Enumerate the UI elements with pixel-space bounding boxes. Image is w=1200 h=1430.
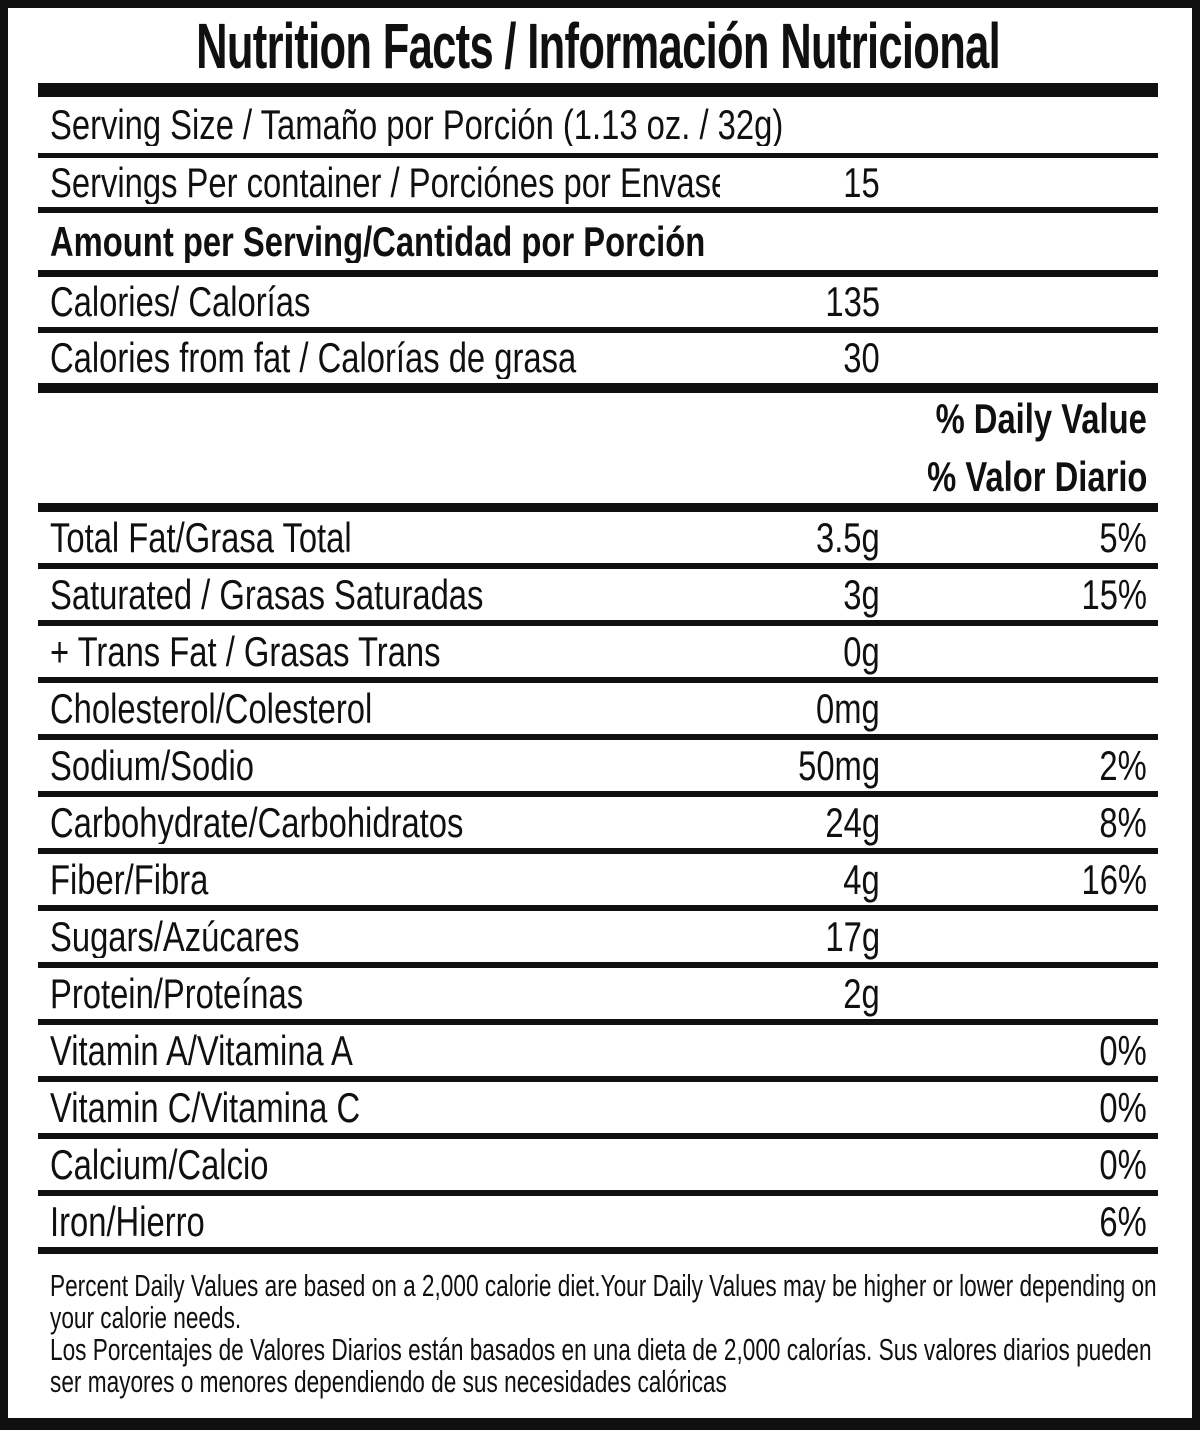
daily-value-header-es: % Valor Diario [926, 453, 1147, 500]
nutrient-label: Sugars/Azúcares [50, 915, 300, 958]
divider [38, 207, 1158, 213]
nutrient-amount: 0mg [816, 684, 880, 732]
calories-from-fat-row: Calories from fat / Calorías de grasa 30 [38, 333, 1158, 383]
divider [38, 563, 1158, 569]
divider [38, 905, 1158, 911]
divider [38, 1190, 1158, 1196]
nutrient-dv: 6% [1099, 1197, 1147, 1245]
nutrient-amount: 50mg [798, 741, 880, 789]
nutrient-row-protein: Protein/Proteínas 2g [38, 968, 1158, 1019]
daily-value-header-en: % Daily Value [935, 395, 1147, 442]
calories-value: 135 [825, 278, 880, 325]
divider [38, 1019, 1158, 1025]
calories-row: Calories/ Calorías 135 [38, 277, 1158, 327]
divider [38, 1076, 1158, 1082]
nutrient-row-total-fat: Total Fat/Grasa Total 3.5g 5% [38, 512, 1158, 563]
section-divider [38, 1247, 1158, 1254]
nutrient-row-vitamin-a: Vitamin A/Vitamina A 0% [38, 1025, 1158, 1076]
daily-value-header: % Daily Value % Valor Diario [38, 393, 1158, 503]
nutrient-label: Saturated / Grasas Saturadas [50, 573, 484, 616]
nutrient-dv: 16% [1081, 855, 1147, 903]
nutrient-amount: 4g [843, 855, 880, 903]
nutrient-amount: 24g [825, 798, 880, 846]
nutrient-label: Calcium/Calcio [50, 1143, 269, 1186]
label-content: Nutrition Facts / Información Nutriciona… [8, 8, 1192, 1418]
nutrient-row-iron: Iron/Hierro 6% [38, 1196, 1158, 1247]
footnote-en: Percent Daily Values are based on a 2,00… [50, 1268, 1157, 1335]
nutrient-row-sugars: Sugars/Azúcares 17g [38, 911, 1158, 962]
footnote-es: Los Porcentajes de Valores Diarios están… [50, 1332, 1152, 1399]
nutrient-label: Vitamin C/Vitamina C [50, 1086, 361, 1129]
footnote-block: Percent Daily Values are based on a 2,00… [38, 1254, 1158, 1418]
nutrient-amount: 3g [843, 570, 880, 618]
label-header: Nutrition Facts / Información Nutriciona… [38, 8, 1158, 83]
nutrient-label: Sodium/Sodio [50, 744, 254, 787]
section-divider [38, 383, 1158, 393]
divider [38, 620, 1158, 626]
nutrient-dv: 5% [1099, 513, 1147, 561]
section-divider [38, 503, 1158, 512]
divider [38, 791, 1158, 797]
nutrient-dv: 0% [1099, 1140, 1147, 1188]
nutrient-label: Fiber/Fibra [50, 858, 209, 901]
calories-from-fat-value: 30 [843, 334, 880, 381]
divider [38, 677, 1158, 683]
label-title: Nutrition Facts / Información Nutriciona… [196, 9, 1001, 82]
title-divider [38, 83, 1158, 97]
nutrient-dv: 0% [1099, 1083, 1147, 1131]
amount-per-serving-header: Amount per Serving/Cantidad por Porción [50, 220, 706, 263]
calories-label: Calories/ Calorías [50, 281, 311, 323]
nutrient-label: + Trans Fat / Grasas Trans [50, 630, 441, 673]
nutrient-amount: 3.5g [816, 513, 880, 561]
nutrient-row-saturated-fat: Saturated / Grasas Saturadas 3g 15% [38, 569, 1158, 620]
nutrient-label: Carbohydrate/Carbohidratos [50, 801, 464, 844]
nutrient-row-vitamin-c: Vitamin C/Vitamina C 0% [38, 1082, 1158, 1133]
servings-per-container-row: Servings Per container / Porciónes por E… [38, 158, 1158, 207]
servings-per-container-value: 15 [843, 158, 880, 206]
divider [38, 962, 1158, 968]
divider [38, 327, 1158, 333]
servings-per-container-label: Servings Per container / Porciónes por E… [50, 161, 720, 204]
amount-per-serving-row: Amount per Serving/Cantidad por Porción [38, 213, 1158, 270]
nutrient-dv: 15% [1081, 570, 1147, 618]
divider [38, 270, 1158, 277]
nutrient-amount: 0g [843, 627, 880, 675]
nutrient-row-trans-fat: + Trans Fat / Grasas Trans 0g [38, 626, 1158, 677]
nutrient-row-sodium: Sodium/Sodio 50mg 2% [38, 740, 1158, 791]
nutrient-dv: 8% [1099, 798, 1147, 846]
nutrient-row-calcium: Calcium/Calcio 0% [38, 1139, 1158, 1190]
serving-size-row: Serving Size / Tamaño por Porción (1.13 … [38, 97, 1158, 153]
nutrient-label: Vitamin A/Vitamina A [50, 1029, 353, 1072]
divider [38, 734, 1158, 740]
divider [38, 848, 1158, 854]
divider [38, 1133, 1158, 1139]
nutrient-row-fiber: Fiber/Fibra 4g 16% [38, 854, 1158, 905]
divider [38, 153, 1158, 158]
nutrient-row-cholesterol: Cholesterol/Colesterol 0mg [38, 683, 1158, 734]
nutrient-amount: 17g [825, 912, 880, 960]
nutrient-dv: 2% [1099, 741, 1147, 789]
nutrient-label: Total Fat/Grasa Total [50, 516, 352, 559]
nutrient-label: Iron/Hierro [50, 1200, 205, 1243]
serving-size-label: Serving Size / Tamaño por Porción (1.13 … [50, 104, 784, 146]
nutrient-label: Cholesterol/Colesterol [50, 687, 373, 730]
nutrient-dv: 0% [1099, 1026, 1147, 1074]
nutrient-row-carbohydrate: Carbohydrate/Carbohidratos 24g 8% [38, 797, 1158, 848]
nutrient-amount: 2g [843, 969, 880, 1017]
nutrient-label: Protein/Proteínas [50, 972, 304, 1015]
calories-from-fat-label: Calories from fat / Calorías de grasa [50, 337, 577, 379]
